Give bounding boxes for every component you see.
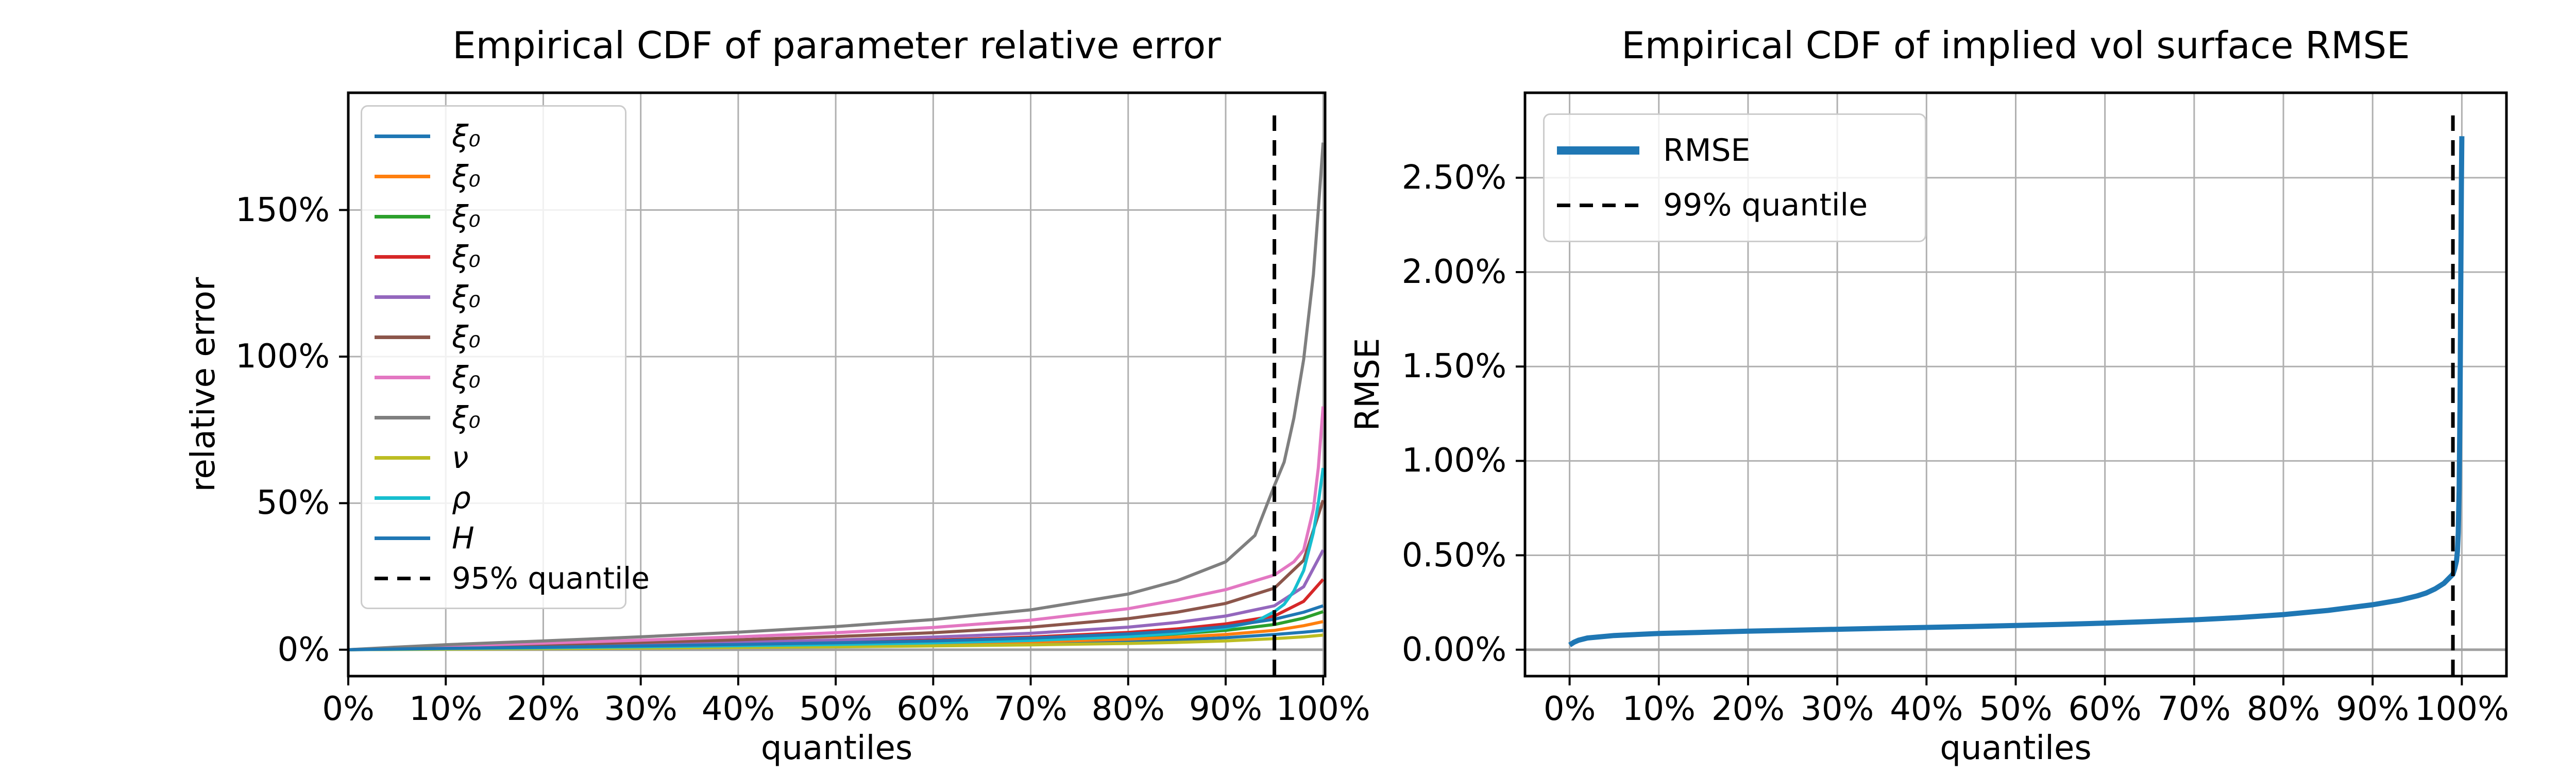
legend-entry: H bbox=[375, 518, 613, 558]
x-tick-label: 70% bbox=[2157, 690, 2231, 728]
x-axis-label: quantiles bbox=[760, 729, 913, 767]
legend-label: ρ bbox=[452, 480, 471, 515]
series-curve bbox=[348, 142, 1325, 651]
legend-label: ξ₀ bbox=[452, 320, 481, 355]
legend-label: ξ₀ bbox=[452, 159, 481, 194]
legend-label: ξ₀ bbox=[452, 400, 481, 435]
series-curve bbox=[1568, 136, 2465, 647]
y-tick-label: 2.00% bbox=[1401, 253, 1506, 292]
y-tick-label: 1.50% bbox=[1401, 347, 1506, 386]
y-tick-label: 1.00% bbox=[1401, 442, 1506, 480]
legend-entry: ρ bbox=[375, 478, 613, 518]
legend-line-sample bbox=[1557, 146, 1639, 155]
legend-entry: ξ₀ bbox=[375, 357, 613, 397]
axes-spines bbox=[1523, 91, 2508, 678]
legend-label: ξ₀ bbox=[452, 239, 481, 274]
y-tick-label: 0% bbox=[277, 630, 330, 669]
legend-label: ν bbox=[452, 440, 469, 475]
x-tick-label: 90% bbox=[2336, 690, 2410, 728]
legend-dashed-line-sample bbox=[375, 576, 430, 580]
x-tick-label: 40% bbox=[1890, 690, 1963, 728]
legend-label: RMSE bbox=[1663, 132, 1751, 169]
legend-line-sample bbox=[375, 255, 430, 259]
legend-entry: 99% quantile bbox=[1557, 178, 1912, 232]
legend-line-sample bbox=[375, 415, 430, 419]
x-axis-label: quantiles bbox=[1940, 729, 2092, 767]
axes-spines bbox=[347, 91, 1327, 678]
x-tick-label: 50% bbox=[1979, 690, 2053, 728]
x-tick-label: 100% bbox=[1276, 690, 1370, 728]
legend: ξ₀ ξ₀ ξ₀ ξ₀ ξ₀ ξ₀ ξ₀ ξ₀ ν ρ H 95% quantile bbox=[361, 105, 650, 609]
legend-label: ξ₀ bbox=[452, 360, 481, 395]
legend-entry: ξ₀ bbox=[375, 277, 613, 317]
y-tick-label: 100% bbox=[235, 337, 330, 376]
legend-line-sample bbox=[375, 335, 430, 339]
chart-title: Empirical CDF of parameter relative erro… bbox=[452, 24, 1221, 67]
x-tick-label: 100% bbox=[2414, 690, 2509, 728]
legend-dashed-line-sample bbox=[1557, 203, 1639, 207]
x-tick-label: 60% bbox=[896, 690, 970, 728]
x-tick-label: 30% bbox=[1801, 690, 1874, 728]
x-tick-label: 10% bbox=[409, 690, 483, 728]
legend-entry: ξ₀ bbox=[375, 196, 613, 237]
x-tick-label: 0% bbox=[1543, 690, 1596, 728]
legend-label: ξ₀ bbox=[452, 199, 481, 234]
legend-label: 95% quantile bbox=[452, 561, 650, 596]
x-tick-label: 70% bbox=[994, 690, 1067, 728]
y-tick-label: 0.50% bbox=[1401, 536, 1506, 575]
legend-entry: 95% quantile bbox=[375, 558, 650, 598]
legend-label: ξ₀ bbox=[452, 279, 481, 314]
legend-line-sample bbox=[375, 536, 430, 540]
legend: RMSE 99% quantile bbox=[1543, 113, 1926, 242]
legend-entry: ξ₀ bbox=[375, 317, 613, 357]
legend-line-sample bbox=[375, 134, 430, 138]
x-tick-label: 60% bbox=[2068, 690, 2142, 728]
x-tick-label: 20% bbox=[506, 690, 580, 728]
legend-entry: ξ₀ bbox=[375, 116, 613, 156]
legend-line-sample bbox=[375, 214, 430, 219]
legend-entry: ξ₀ bbox=[375, 397, 613, 438]
x-tick-label: 50% bbox=[799, 690, 873, 728]
legend-line-sample bbox=[375, 174, 430, 178]
chart-title: Empirical CDF of implied vol surface RMS… bbox=[1621, 24, 2410, 67]
legend-entry: ξ₀ bbox=[375, 156, 613, 196]
plot-area bbox=[339, 91, 1327, 685]
legend-line-sample bbox=[375, 295, 430, 299]
legend-entry: ν bbox=[375, 438, 613, 478]
legend-label: H bbox=[452, 520, 474, 556]
x-tick-label: 20% bbox=[1711, 690, 1785, 728]
y-tick-label: 150% bbox=[235, 191, 330, 229]
legend-line-sample bbox=[375, 496, 430, 500]
x-tick-label: 40% bbox=[701, 690, 775, 728]
series-curve bbox=[348, 406, 1325, 651]
x-tick-label: 80% bbox=[2246, 690, 2320, 728]
y-tick-label: 50% bbox=[256, 484, 330, 523]
x-tick-label: 0% bbox=[322, 690, 375, 728]
series-curve bbox=[348, 604, 1324, 651]
legend-entry: RMSE bbox=[1557, 123, 1912, 178]
legend-label: ξ₀ bbox=[452, 119, 481, 154]
x-tick-label: 30% bbox=[604, 690, 677, 728]
x-tick-label: 80% bbox=[1091, 690, 1165, 728]
x-tick-label: 10% bbox=[1622, 690, 1696, 728]
y-tick-label: 0.00% bbox=[1401, 630, 1506, 669]
legend-label: 99% quantile bbox=[1663, 187, 1868, 223]
y-tick-label: 2.50% bbox=[1401, 158, 1506, 197]
legend-entry: ξ₀ bbox=[375, 237, 613, 277]
x-tick-label: 90% bbox=[1189, 690, 1263, 728]
legend-line-sample bbox=[375, 456, 430, 460]
legend-line-sample bbox=[375, 375, 430, 379]
